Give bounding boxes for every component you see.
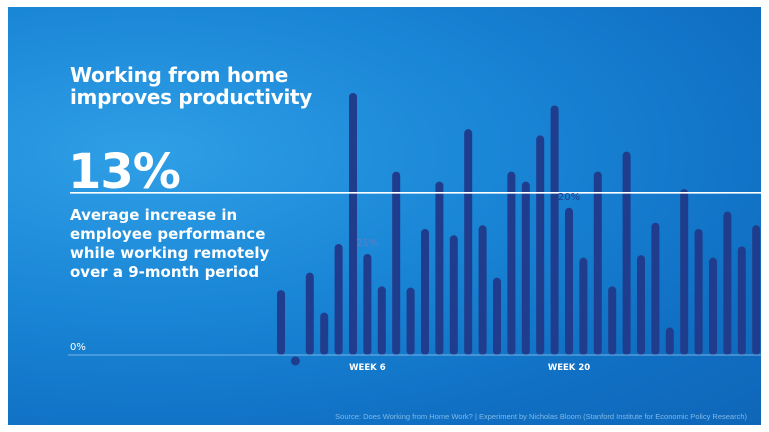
x-tick-label: WEEK 6 (349, 363, 386, 373)
stat-value: 13% (68, 144, 181, 200)
chart-bar (550, 105, 559, 355)
chart-bar (608, 286, 617, 355)
x-tick-label: WEEK 20 (548, 363, 590, 373)
headline: Working from home improves productivity (70, 63, 313, 109)
chart-bar (406, 287, 415, 355)
stat-description: Average increase in employee performance… (70, 206, 270, 281)
zero-axis-label: 0% (70, 342, 86, 353)
chart-bar (349, 93, 357, 355)
chart-bar (277, 290, 285, 355)
chart-bar (694, 228, 703, 355)
chart-bar (665, 327, 674, 355)
chart-bar (579, 257, 588, 355)
chart-bar (723, 211, 732, 355)
chart-bar (421, 228, 429, 355)
chart-bar (709, 257, 717, 355)
chart-bar (637, 255, 645, 355)
chart-bar (320, 312, 329, 355)
chart-bar (363, 253, 372, 355)
chart-bar (290, 356, 300, 366)
productivity-bar-chart: 21% 20% WEEK 6 WEEK 20 (68, 93, 761, 373)
chart-bar (521, 181, 530, 355)
chart-bar (651, 222, 660, 355)
chart-bar (435, 181, 444, 355)
chart-bar (334, 243, 343, 355)
chart-bar (593, 171, 602, 355)
chart-bar (565, 207, 573, 355)
data-label: 21% (356, 238, 378, 249)
infographic-slide: 21% 20% WEEK 6 WEEK 20 Working from home im… (8, 7, 761, 425)
chart-bar (493, 277, 501, 355)
chart-bar (464, 129, 473, 355)
chart-bar (507, 171, 516, 355)
chart-bar (680, 189, 689, 355)
chart-bar (305, 272, 314, 355)
chart-bar (377, 286, 386, 355)
chart-bar (449, 235, 458, 355)
chart-bar (478, 225, 487, 355)
source-credit: Source: Does Working from Home Work? | E… (335, 412, 747, 421)
chart-bar (737, 246, 746, 355)
data-label: 20% (558, 192, 580, 203)
chart-bar (392, 171, 401, 355)
chart-bar (622, 151, 631, 355)
chart-bar (536, 135, 545, 355)
chart-bar (752, 225, 761, 355)
